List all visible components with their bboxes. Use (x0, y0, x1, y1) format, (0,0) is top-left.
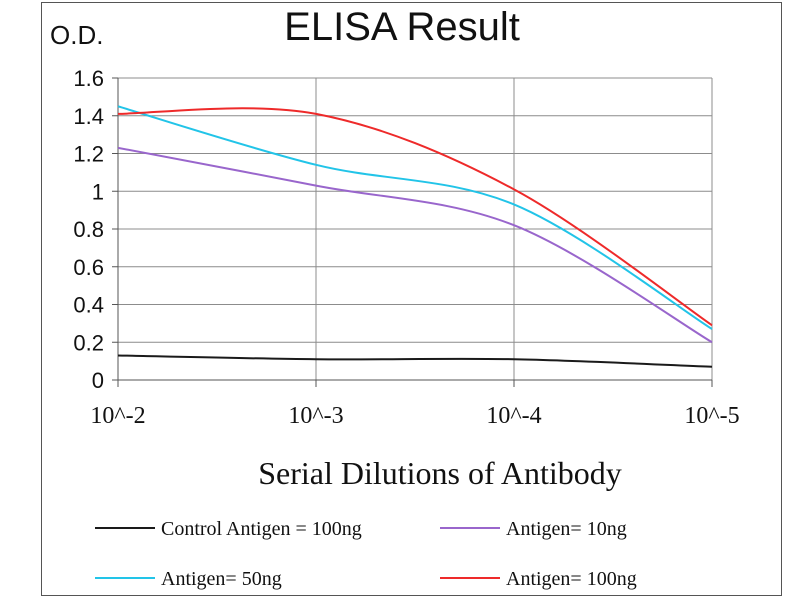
series-line-3 (117, 105, 713, 330)
grid (112, 77, 713, 387)
legend-entry: Antigen= 10ng (506, 518, 627, 540)
series-line-4 (117, 107, 713, 327)
series-lines (117, 105, 713, 368)
x-tick-label: 10^-2 (90, 403, 145, 429)
y-tick-label: 0.6 (73, 255, 104, 280)
x-tick-label: 10^-3 (288, 403, 343, 429)
y-tick-label: 1.2 (73, 142, 104, 167)
y-tick-label: 0 (92, 368, 104, 393)
y-tick-label: 1.6 (73, 66, 104, 91)
x-axis-label: Serial Dilutions of Antibody (258, 455, 622, 491)
series-line-1 (117, 354, 713, 368)
y-tick-label: 0.4 (73, 293, 104, 318)
x-tick-label: 10^-4 (486, 403, 541, 429)
y-tick-label: 1 (92, 179, 104, 204)
y-tick-label: 0.2 (73, 330, 104, 355)
x-tick-labels: 10^-2 10^-3 10^-4 10^-5 (90, 403, 739, 429)
y-tick-label: 1.4 (73, 104, 104, 129)
y-axis-label: O.D. (50, 20, 103, 50)
x-tick-label: 10^-5 (684, 403, 739, 429)
legend-entry: Antigen= 100ng (506, 568, 637, 590)
legend-entry: Control Antigen = 100ng (161, 518, 362, 540)
y-tick-labels: 0 0.2 0.4 0.6 0.8 1 1.2 1.4 1.6 (73, 66, 104, 393)
chart-title: ELISA Result (284, 5, 520, 49)
legend: Control Antigen = 100ng Antigen= 10ng Anti… (95, 518, 637, 590)
y-tick-label: 0.8 (73, 217, 104, 242)
chart-frame (41, 2, 782, 596)
legend-entry: Antigen= 50ng (161, 568, 282, 590)
series-line-2 (117, 146, 713, 344)
